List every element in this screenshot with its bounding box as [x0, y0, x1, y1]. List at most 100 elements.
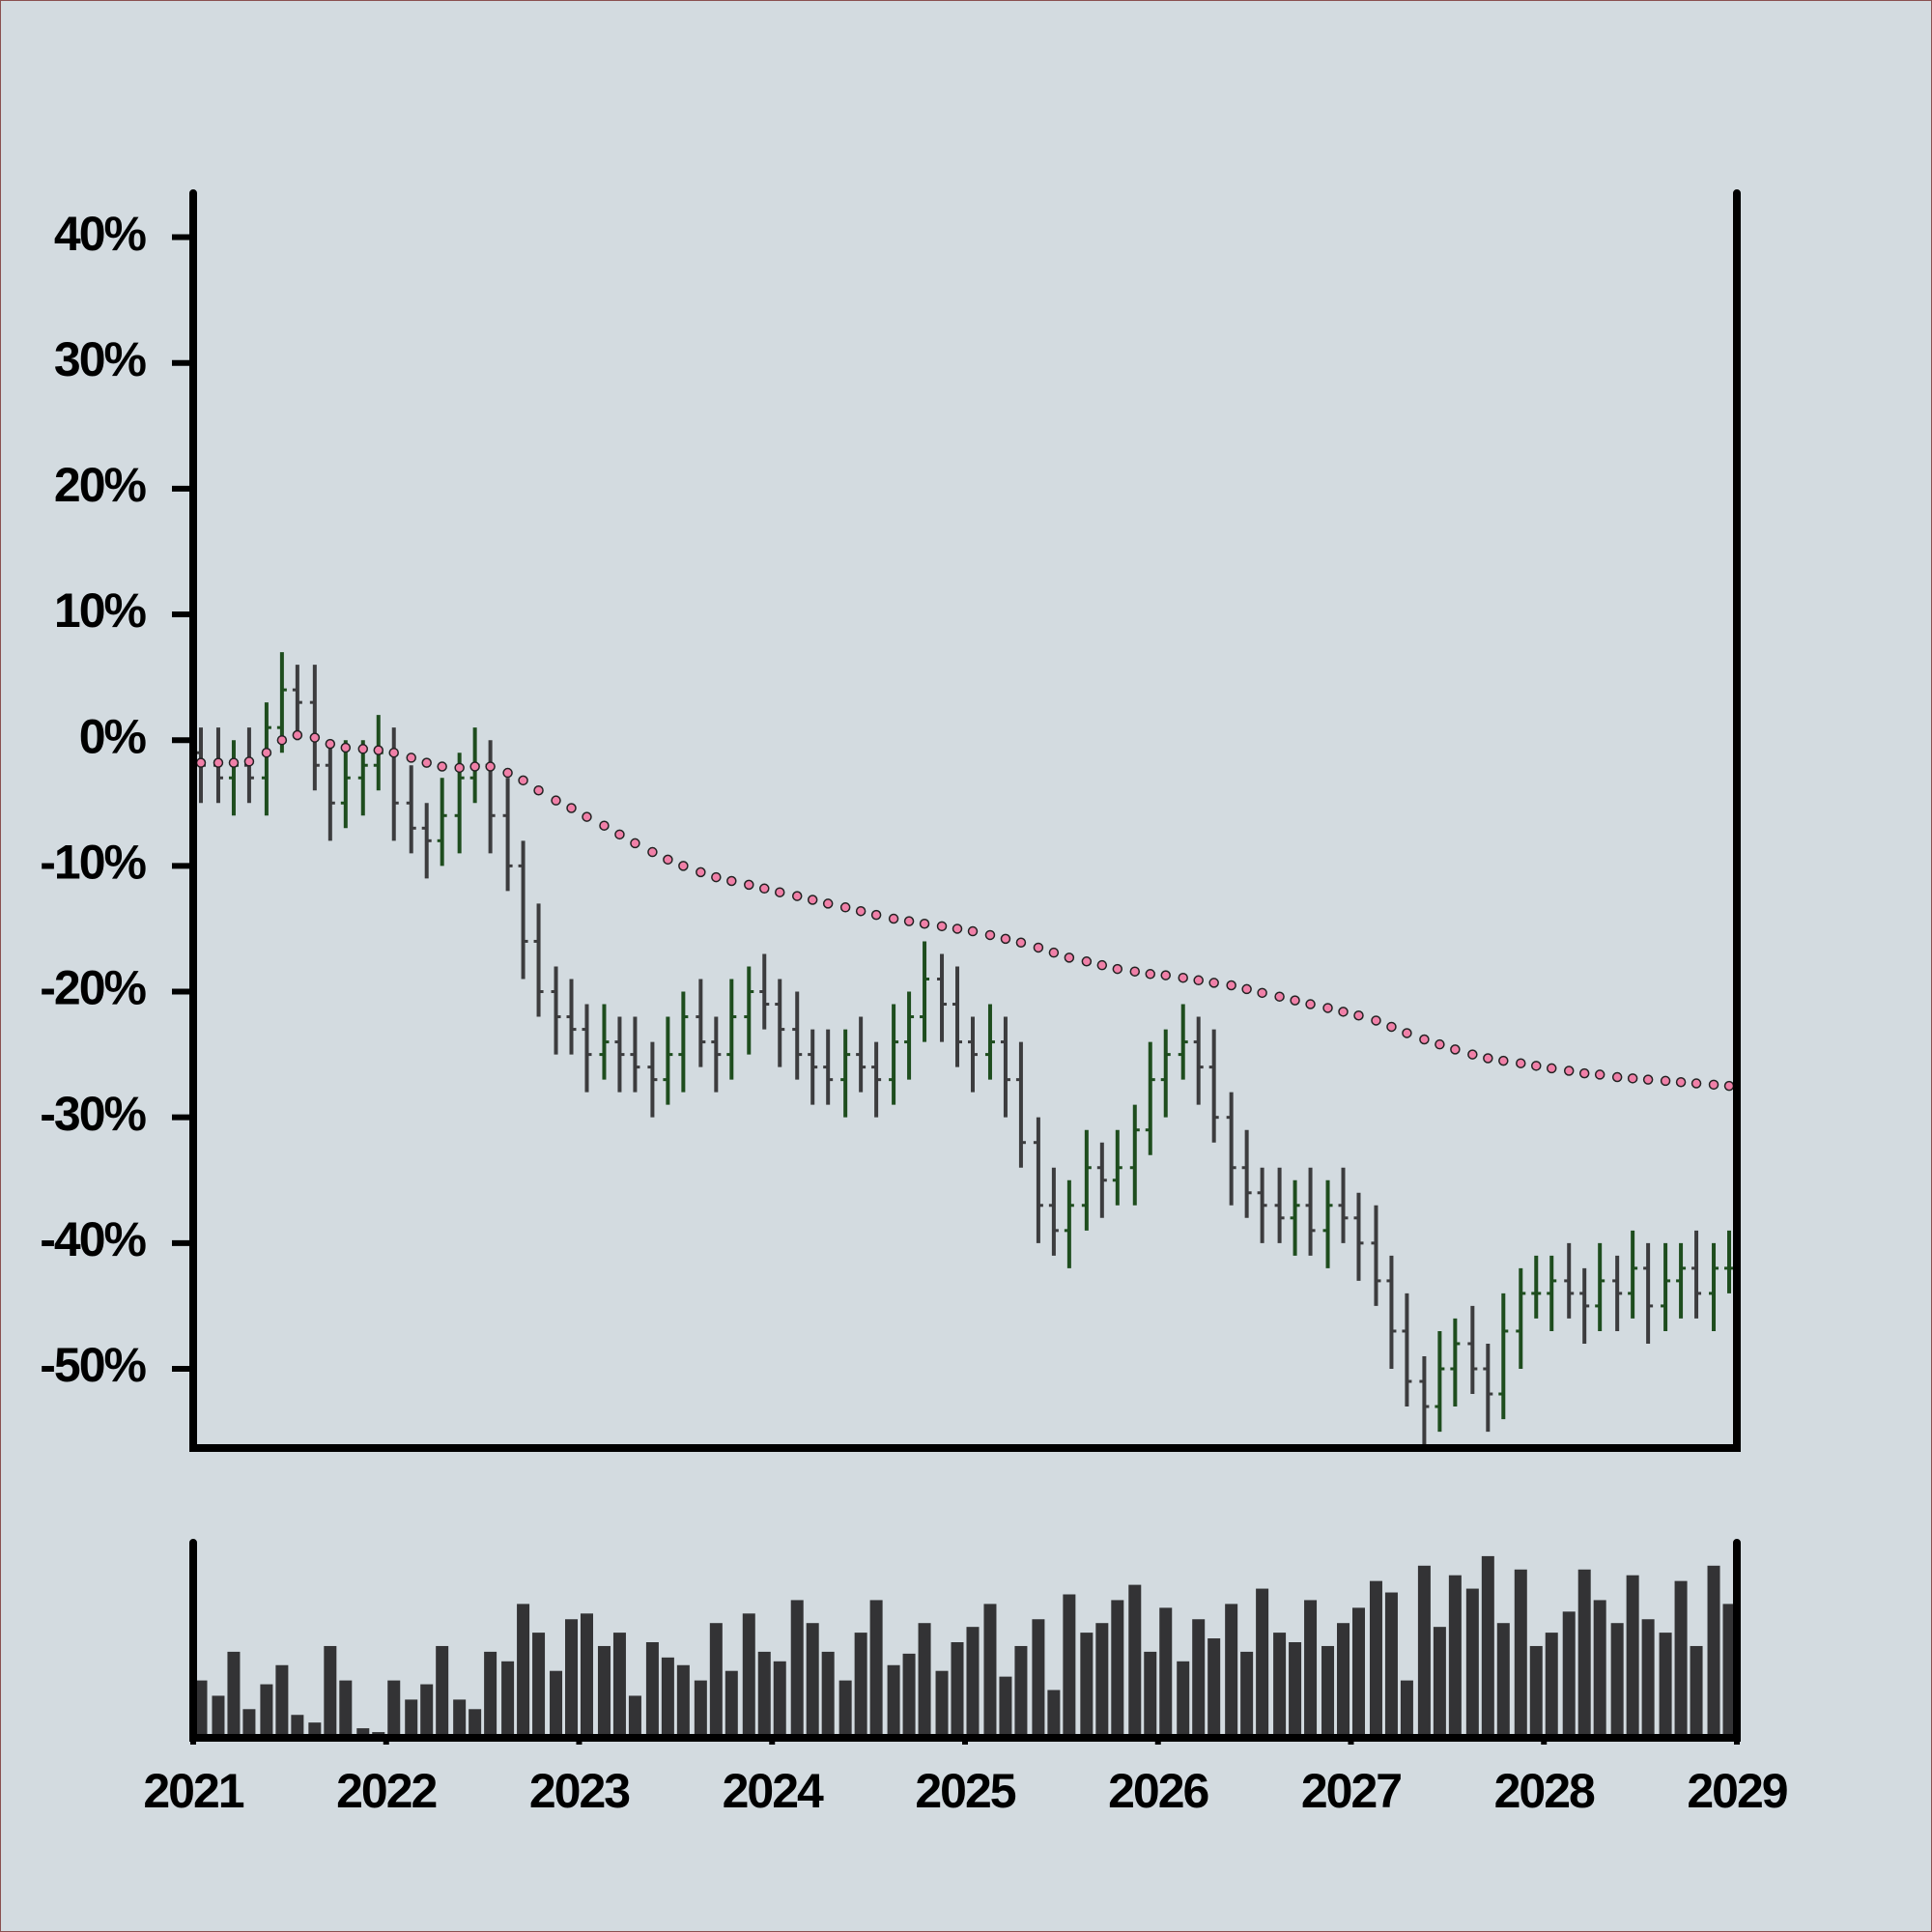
ohlc-bar: [1547, 1255, 1557, 1331]
moving-average-point: [791, 891, 803, 901]
volume-bar: [194, 1680, 208, 1738]
moving-average-point: [1371, 1015, 1381, 1026]
ohlc-bar: [1257, 1167, 1267, 1243]
ohlc-bar: [696, 979, 706, 1067]
ohlc-bar: [920, 941, 930, 1042]
volume-bar: [1111, 1600, 1124, 1738]
volume-bar: [1240, 1651, 1254, 1738]
volume-bar: [1384, 1592, 1398, 1738]
volume-bar: [838, 1680, 852, 1738]
ohlc-bar: [1643, 1242, 1654, 1344]
ohlc-bar: [1612, 1255, 1623, 1331]
price-plot: [195, 652, 1735, 1445]
ohlc-bar: [984, 1004, 995, 1080]
ohlc-bar: [1419, 1355, 1430, 1445]
volume-bar: [1014, 1645, 1028, 1738]
ohlc-bar: [1129, 1104, 1140, 1206]
volume-bar: [918, 1623, 931, 1738]
moving-average-point: [195, 757, 207, 768]
ohlc-bar: [1595, 1242, 1605, 1331]
ohlc-bar: [1371, 1205, 1381, 1306]
ohlc-bar: [1676, 1242, 1687, 1319]
ohlc-bar: [678, 991, 689, 1093]
moving-average-point: [1241, 983, 1252, 995]
volume-bar: [420, 1684, 434, 1738]
ohlc-bar: [1305, 1167, 1316, 1256]
ohlc-bar: [775, 979, 785, 1067]
ohlc-bar: [744, 966, 754, 1055]
moving-average-point: [261, 747, 272, 758]
ohlc-bar: [967, 1016, 978, 1093]
volume-bar: [612, 1633, 626, 1738]
moving-average-point: [1208, 978, 1219, 988]
moving-average-point: [373, 745, 384, 755]
moving-average-point: [1546, 1063, 1557, 1074]
volume-bar: [1289, 1642, 1302, 1738]
moving-average-point: [309, 732, 321, 743]
volume-bar: [902, 1653, 916, 1738]
ohlc-bar: [1096, 1142, 1107, 1218]
volume-bar: [1304, 1600, 1318, 1738]
moving-average-point: [1498, 1055, 1509, 1066]
moving-average-point: [870, 909, 882, 921]
moving-average-point: [936, 921, 948, 932]
volume-bar: [1496, 1623, 1510, 1738]
moving-average-point: [1708, 1079, 1719, 1091]
moving-average-point: [1257, 987, 1267, 999]
ohlc-bar: [1386, 1255, 1397, 1369]
moving-average-point: [243, 756, 255, 767]
volume-bar: [227, 1651, 241, 1738]
moving-average-point: [1563, 1065, 1575, 1076]
moving-average-point: [1290, 995, 1300, 1006]
y-tick-label: -30%: [40, 1087, 146, 1141]
volume-bar: [517, 1604, 530, 1738]
y-tick-label: -20%: [40, 961, 146, 1015]
volume-bar: [405, 1699, 418, 1738]
moving-average-point: [1274, 991, 1285, 1002]
ohlc-bar: [566, 979, 577, 1055]
volume-bar: [1707, 1565, 1720, 1738]
moving-average-point: [599, 820, 610, 831]
moving-average-point: [1193, 975, 1204, 986]
ohlc-bar: [1033, 1117, 1043, 1243]
ohlc-bar: [1274, 1167, 1285, 1243]
moving-average-point: [630, 838, 640, 849]
ohlc-bar: [1112, 1129, 1122, 1206]
moving-average-point: [1483, 1053, 1493, 1064]
moving-average-point: [774, 887, 785, 897]
volume-bar: [484, 1651, 497, 1738]
moving-average-point: [1064, 952, 1075, 963]
volume-bar: [469, 1709, 482, 1738]
x-tick-label: 2025: [915, 1764, 1015, 1818]
moving-average-point: [1081, 956, 1093, 967]
volume-bar: [1032, 1619, 1045, 1738]
volume-bar: [1063, 1594, 1076, 1738]
moving-average-point: [228, 757, 240, 768]
volume-bar: [1159, 1607, 1173, 1738]
moving-average-point: [1723, 1080, 1735, 1092]
volume-bar: [645, 1642, 659, 1738]
ohlc-bar: [1064, 1179, 1074, 1268]
moving-average-point: [1516, 1058, 1526, 1068]
ohlc-bar: [1467, 1305, 1478, 1395]
volume-bar: [694, 1680, 707, 1738]
ohlc-bar: [421, 803, 432, 879]
ohlc-bar: [952, 966, 963, 1067]
moving-average-point: [1015, 937, 1027, 949]
volume-bar: [275, 1664, 289, 1738]
ohlc-bar: [533, 903, 544, 1017]
x-tick-label: 2023: [529, 1764, 629, 1818]
ohlc-bar: [759, 953, 770, 1030]
volume-bar: [580, 1613, 593, 1738]
x-tick-label: 2021: [143, 1764, 243, 1818]
volume-bar: [661, 1657, 674, 1738]
moving-average-point: [469, 761, 480, 772]
volume-bar: [532, 1633, 546, 1738]
moving-average-point: [582, 811, 592, 822]
volume-bar: [724, 1670, 738, 1738]
moving-average-point: [1129, 966, 1141, 977]
moving-average-point: [533, 785, 544, 796]
volume-bar: [339, 1680, 353, 1738]
volume-bar: [1529, 1645, 1543, 1738]
